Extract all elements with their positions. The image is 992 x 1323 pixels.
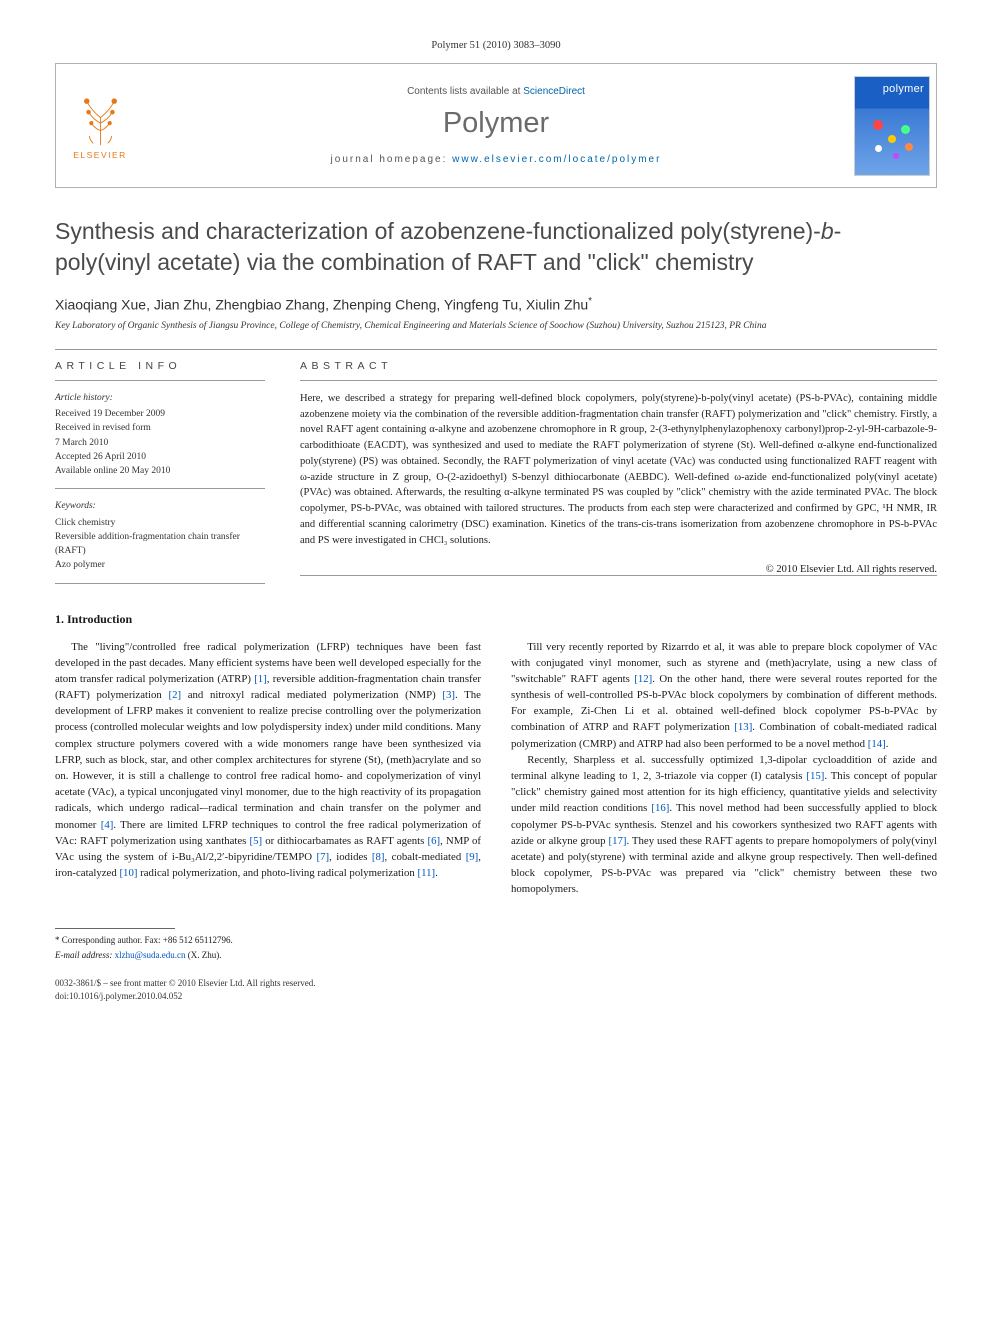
corresp-asterisk: *: [588, 296, 592, 307]
history-line: Received in revised form: [55, 421, 265, 435]
ref-link[interactable]: [8]: [372, 851, 385, 863]
cover-graphic: [863, 115, 921, 165]
ref-link[interactable]: [13]: [734, 721, 752, 733]
journal-homepage-line: journal homepage: www.elsevier.com/locat…: [331, 154, 662, 165]
article-history-block: Article history: Received 19 December 20…: [55, 381, 265, 489]
ref-link[interactable]: [12]: [634, 673, 652, 685]
journal-cover-thumb[interactable]: polymer: [848, 64, 936, 187]
abstract-bottom-divider: [300, 575, 937, 576]
elsevier-label: ELSEVIER: [73, 150, 127, 160]
ref-link[interactable]: [1]: [254, 673, 267, 685]
email-attribution: (X. Zhu).: [185, 950, 221, 960]
history-label: Article history:: [55, 391, 265, 405]
ref-link[interactable]: [3]: [442, 689, 455, 701]
cover-title-text: polymer: [883, 83, 924, 95]
journal-reference: Polymer 51 (2010) 3083–3090: [55, 40, 937, 51]
history-line: Available online 20 May 2010: [55, 464, 265, 478]
ref-link[interactable]: [16]: [651, 802, 669, 814]
footnote-divider: [55, 928, 175, 929]
footer-area: * Corresponding author. Fax: +86 512 651…: [55, 920, 937, 1004]
email-label: E-mail address:: [55, 950, 115, 960]
authors-names: Xiaoqiang Xue, Jian Zhu, Zhengbiao Zhang…: [55, 297, 588, 313]
corresponding-author-note: * Corresponding author. Fax: +86 512 651…: [55, 934, 937, 948]
cover-image: polymer: [854, 76, 930, 176]
affiliation: Key Laboratory of Organic Synthesis of J…: [55, 321, 937, 331]
homepage-prefix: journal homepage:: [331, 154, 453, 165]
article-info-col: ARTICLE INFO Article history: Received 1…: [55, 350, 265, 584]
keyword: Reversible addition-fragmentation chain …: [55, 530, 265, 559]
contents-prefix: Contents lists available at: [407, 86, 523, 97]
ref-link[interactable]: [14]: [868, 738, 886, 750]
intro-para-3: Recently, Sharpless et al. successfully …: [511, 752, 937, 898]
homepage-link[interactable]: www.elsevier.com/locate/polymer: [452, 154, 661, 165]
email-line: E-mail address: xlzhu@suda.edu.cn (X. Zh…: [55, 949, 937, 963]
abstract-text: Here, we described a strategy for prepar…: [300, 381, 937, 559]
keywords-label: Keywords:: [55, 499, 265, 513]
doi-line: doi:10.1016/j.polymer.2010.04.052: [55, 990, 937, 1004]
keyword: Click chemistry: [55, 516, 265, 530]
history-line: Accepted 26 April 2010: [55, 450, 265, 464]
intro-heading: 1. Introduction: [55, 612, 937, 627]
info-abstract-row: ARTICLE INFO Article history: Received 1…: [55, 350, 937, 584]
email-link[interactable]: xlzhu@suda.edu.cn: [115, 950, 186, 960]
header-center: Contents lists available at ScienceDirec…: [144, 64, 848, 187]
history-line: 7 March 2010: [55, 436, 265, 450]
intro-para-1: The "living"/controlled free radical pol…: [55, 639, 481, 882]
journal-name: Polymer: [443, 107, 549, 140]
contents-available-line: Contents lists available at ScienceDirec…: [407, 86, 585, 97]
ref-link[interactable]: [11]: [417, 867, 435, 879]
article-title: Synthesis and characterization of azoben…: [55, 216, 937, 278]
history-line: Received 19 December 2009: [55, 407, 265, 421]
authors-line: Xiaoqiang Xue, Jian Zhu, Zhengbiao Zhang…: [55, 296, 937, 313]
intro-para-2: Till very recently reported by Rizarrdo …: [511, 639, 937, 752]
info-bottom-divider: [55, 583, 265, 584]
abstract-header: ABSTRACT: [300, 350, 937, 381]
ref-link[interactable]: [6]: [428, 835, 441, 847]
intro-body: The "living"/controlled free radical pol…: [55, 639, 937, 898]
journal-header-box: ELSEVIER Contents lists available at Sci…: [55, 63, 937, 188]
ref-link[interactable]: [10]: [119, 867, 137, 879]
sciencedirect-link[interactable]: ScienceDirect: [523, 86, 585, 97]
ref-link[interactable]: [7]: [317, 851, 330, 863]
footer-bottom: 0032-3861/$ – see front matter © 2010 El…: [55, 977, 937, 1004]
issn-line: 0032-3861/$ – see front matter © 2010 El…: [55, 977, 937, 991]
ref-link[interactable]: [15]: [806, 770, 824, 782]
ref-link[interactable]: [5]: [250, 835, 263, 847]
elsevier-tree-icon: [73, 92, 128, 147]
keyword: Azo polymer: [55, 558, 265, 572]
elsevier-logo[interactable]: ELSEVIER: [56, 64, 144, 187]
ref-link[interactable]: [4]: [101, 819, 114, 831]
ref-link[interactable]: [2]: [168, 689, 181, 701]
abstract-copyright: © 2010 Elsevier Ltd. All rights reserved…: [300, 564, 937, 575]
ref-link[interactable]: [9]: [466, 851, 479, 863]
article-info-header: ARTICLE INFO: [55, 350, 265, 381]
ref-link[interactable]: [17]: [608, 835, 626, 847]
abstract-col: ABSTRACT Here, we described a strategy f…: [300, 350, 937, 584]
keywords-block: Keywords: Click chemistry Reversible add…: [55, 489, 265, 582]
